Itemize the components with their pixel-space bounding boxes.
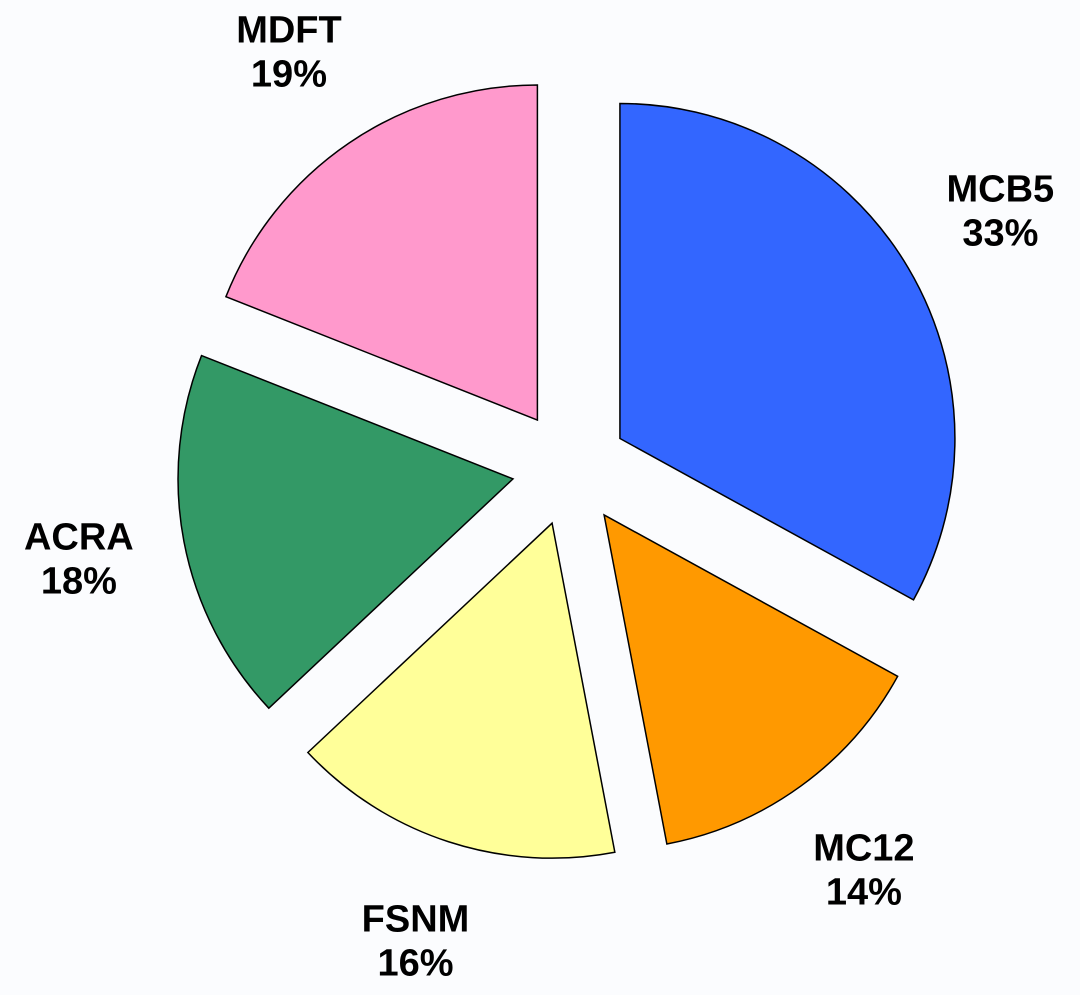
pie-slice <box>619 102 956 601</box>
slice-label: MC12 <box>813 828 914 870</box>
slice-value-label: 18% <box>41 561 117 603</box>
pie-slice <box>603 513 899 845</box>
pie-slice <box>306 521 616 859</box>
slice-value-label: 19% <box>251 53 327 95</box>
slice-label: FSNM <box>362 899 470 941</box>
slice-value-label: 33% <box>962 213 1038 255</box>
slice-value-label: 16% <box>377 943 453 985</box>
slice-label: MDFT <box>236 9 342 51</box>
slice-label: MCB5 <box>947 169 1055 211</box>
slice-value-label: 14% <box>826 872 902 914</box>
pie-slice <box>177 354 515 710</box>
pie-slice <box>224 84 539 422</box>
slice-label: ACRA <box>24 517 134 559</box>
